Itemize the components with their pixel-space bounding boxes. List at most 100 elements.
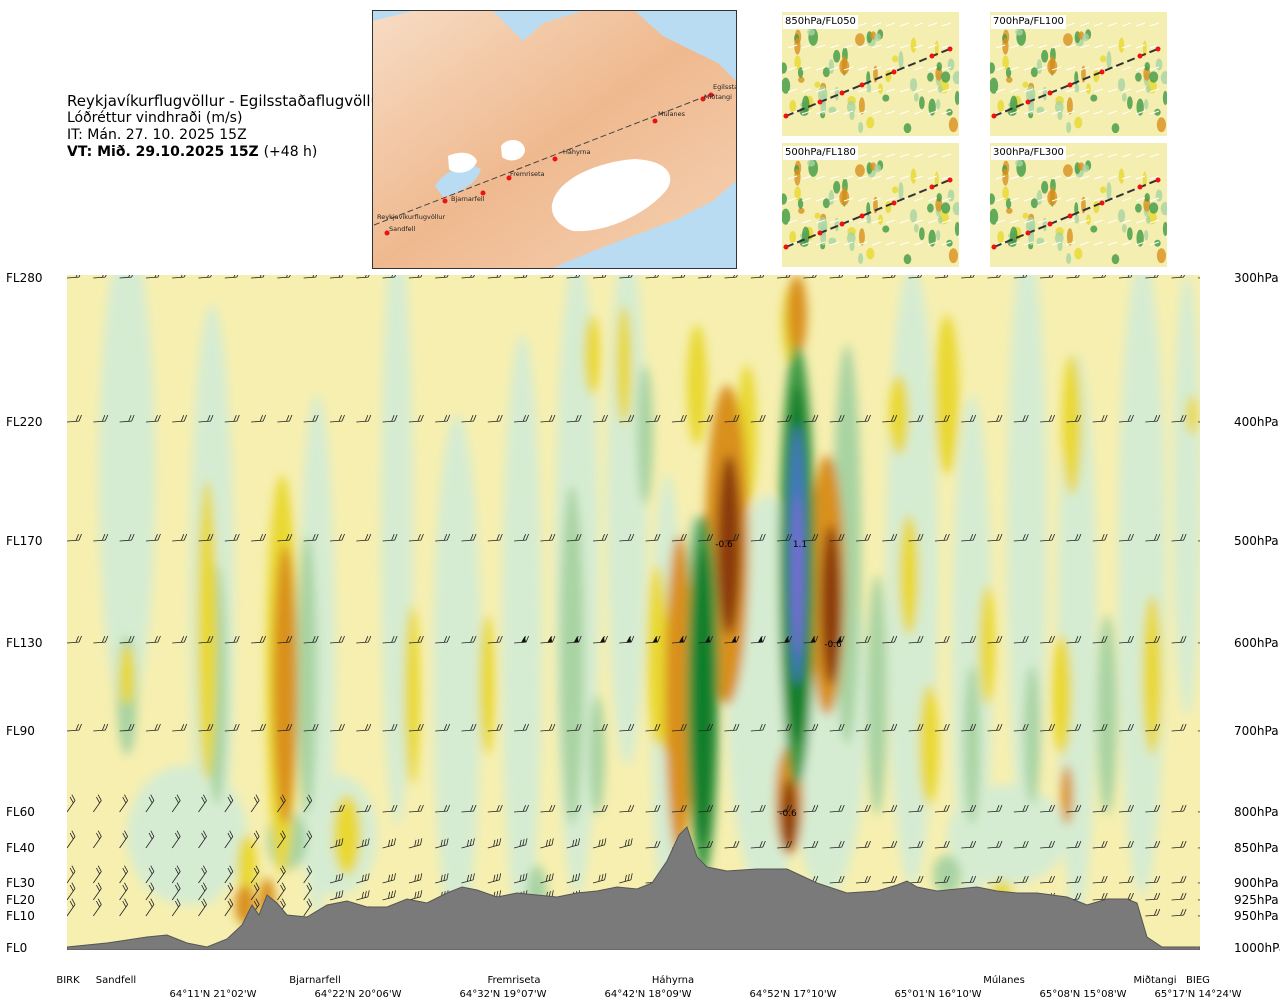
wind-barb <box>1145 804 1161 813</box>
wind-barb <box>198 723 214 732</box>
mini-barb <box>1093 44 1104 49</box>
wind-barb <box>303 275 319 279</box>
wind-barb <box>67 533 82 542</box>
wind-cell <box>913 223 919 233</box>
mini-barb <box>927 66 938 71</box>
map-label-egilsstadir: Egilsstaðir <box>713 83 736 91</box>
wind-barb <box>67 865 76 884</box>
mini-barb <box>1121 197 1132 202</box>
wind-cell <box>1154 239 1161 247</box>
mini-barb <box>1065 88 1076 93</box>
wind-cell <box>927 72 934 82</box>
wind-barb <box>198 830 207 849</box>
wind-barb <box>382 723 398 732</box>
mini-barb <box>1079 22 1090 27</box>
wind-barb <box>540 635 556 644</box>
wind-barb <box>1040 533 1056 542</box>
downdraft-weak <box>404 605 420 785</box>
wind-barb <box>855 635 871 644</box>
mini-barb <box>1107 241 1118 246</box>
wind-cell <box>1142 40 1147 57</box>
mini-barb <box>1065 175 1076 180</box>
wind-barb <box>645 275 661 279</box>
wind-barb <box>92 794 102 813</box>
wind-cell <box>947 58 955 71</box>
wind-barb <box>671 533 687 542</box>
mini-barb <box>1009 44 1020 49</box>
wind-cell <box>789 99 797 113</box>
wind-barb <box>1013 533 1029 542</box>
wind-barb <box>461 635 477 644</box>
mini-barb <box>941 197 952 202</box>
updraft-weak <box>964 665 980 825</box>
flight-level-label: FL30 <box>6 876 35 890</box>
wind-barb <box>829 533 845 542</box>
wind-barb <box>750 275 766 279</box>
wind-barb <box>882 635 898 644</box>
wind-barb <box>1040 414 1056 423</box>
wind-barb <box>513 838 528 849</box>
wind-cell <box>928 98 936 116</box>
wind-barb <box>698 635 714 644</box>
wind-barb <box>435 838 449 849</box>
wind-barb <box>619 723 635 732</box>
wind-cell <box>898 182 904 200</box>
wind-barb <box>961 414 977 423</box>
wind-cell <box>814 81 821 88</box>
downdraft-strong <box>821 525 841 685</box>
wind-barb <box>1118 840 1134 849</box>
wind-cell <box>858 253 864 265</box>
wind-barb <box>329 873 344 884</box>
wind-barb <box>119 414 135 423</box>
wind-cell <box>855 164 865 177</box>
mini-barb <box>1121 110 1132 115</box>
lake <box>435 166 481 197</box>
wind-barb <box>224 794 234 813</box>
mini-barb <box>927 110 938 115</box>
downdraft-strong <box>717 455 741 635</box>
wind-barb <box>777 414 793 423</box>
pressure-level-label: 800hPa <box>1234 805 1279 819</box>
downdraft-weak <box>197 480 217 780</box>
updraft-strong <box>693 545 713 845</box>
wind-barb <box>67 275 82 279</box>
wind-barb <box>1092 414 1108 423</box>
wind-cell <box>1030 67 1038 78</box>
wind-cell <box>1015 159 1024 167</box>
mini-barb <box>1051 110 1062 115</box>
wind-barb <box>356 635 372 644</box>
wind-barb <box>882 804 898 813</box>
wind-barb <box>198 275 214 279</box>
mini-barb <box>801 110 812 115</box>
wind-barb <box>1092 533 1108 542</box>
mini-barb <box>1079 66 1090 71</box>
wind-barb <box>172 723 188 732</box>
mini-barb <box>899 175 910 180</box>
mini-barb <box>927 197 938 202</box>
wind-barb <box>829 414 845 423</box>
wind-barb <box>1118 414 1134 423</box>
wind-cell <box>1144 192 1150 202</box>
wind-barb <box>540 533 556 542</box>
wind-barb <box>487 635 503 644</box>
wind-barb <box>1118 723 1134 732</box>
mini-barb <box>1009 219 1020 224</box>
wind-barb <box>303 635 319 644</box>
wind-barb <box>934 635 950 644</box>
wind-barb <box>645 635 661 644</box>
updraft-extreme <box>793 495 803 655</box>
wind-cell <box>1144 61 1150 71</box>
wind-barb <box>172 533 188 542</box>
glacier-3 <box>501 139 525 161</box>
contour-label: -0.6 <box>779 809 797 819</box>
wind-cell <box>936 229 941 241</box>
mini-route-point <box>1155 46 1161 52</box>
wind-barb <box>356 723 372 732</box>
wind-cell <box>1041 180 1049 194</box>
mini-barb <box>899 153 910 158</box>
wind-barb <box>408 804 424 813</box>
wind-cell <box>946 239 953 247</box>
wind-cell <box>990 193 995 205</box>
wind-barb <box>592 804 608 813</box>
wind-cell <box>1002 37 1009 55</box>
